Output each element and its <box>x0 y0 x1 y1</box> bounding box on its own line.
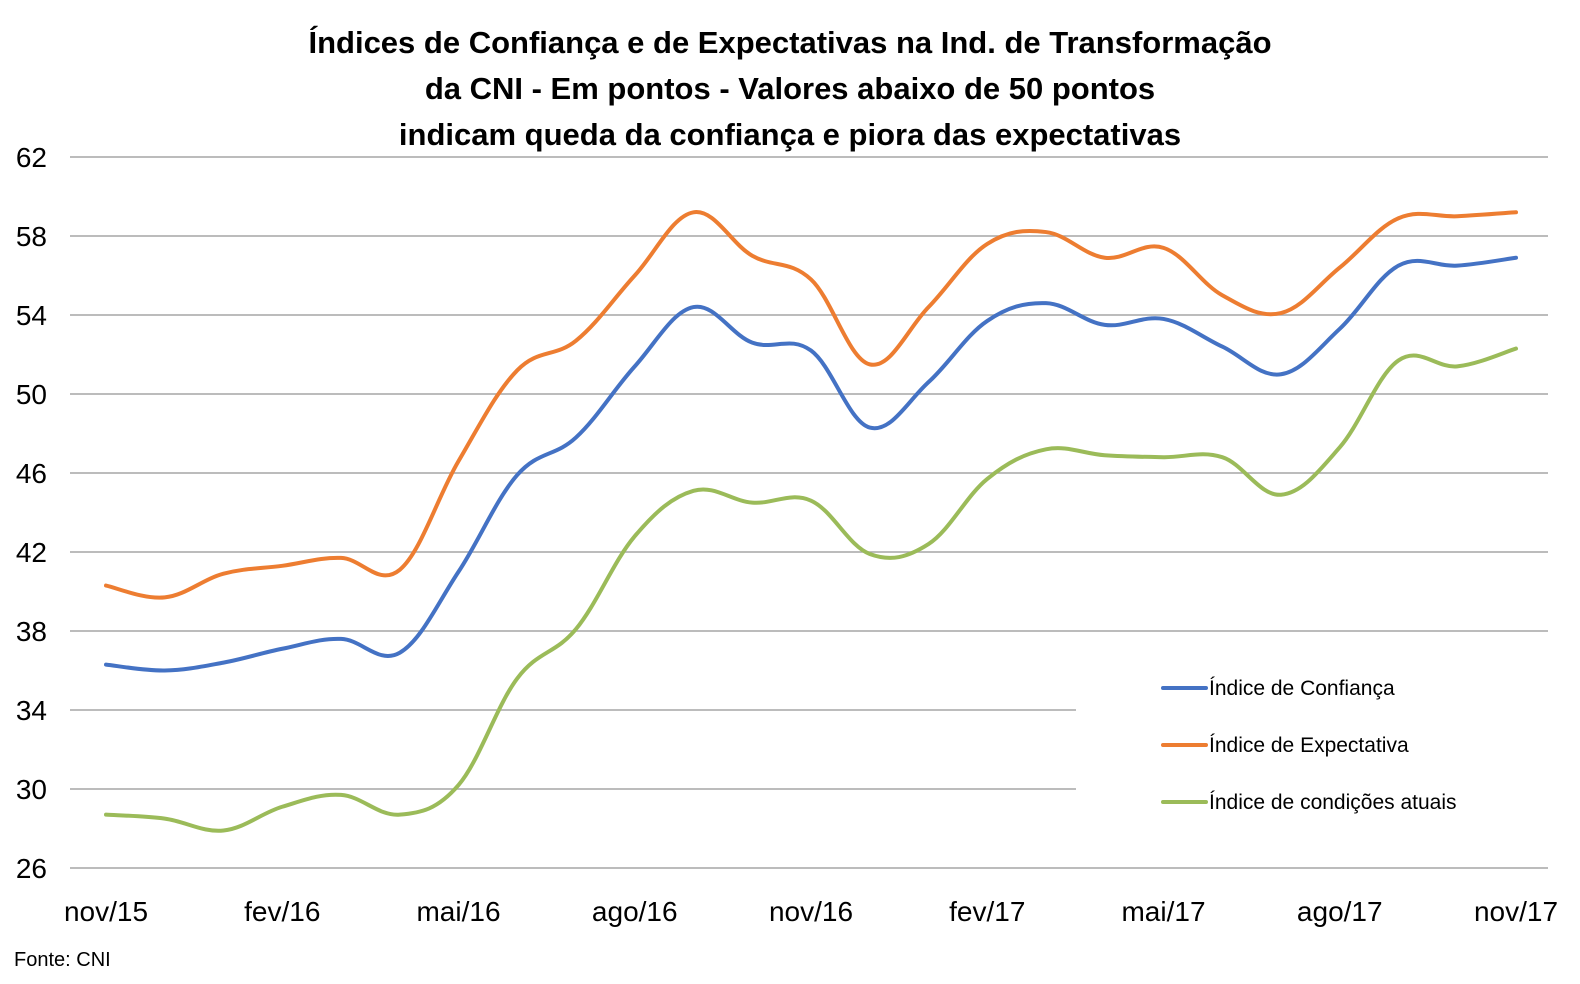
x-tick-label: nov/17 <box>1474 896 1558 927</box>
series-line-0 <box>104 255 1518 673</box>
chart-title-line-2: da CNI - Em pontos - Valores abaixo de 5… <box>424 71 1156 106</box>
x-tick-label: fev/16 <box>244 896 320 927</box>
series-line-1 <box>104 210 1518 600</box>
x-tick-label: ago/17 <box>1297 896 1383 927</box>
x-tick-label: fev/17 <box>949 896 1025 927</box>
x-tick-label: nov/15 <box>64 896 148 927</box>
grid-layer <box>70 156 1548 869</box>
y-tick-label: 46 <box>16 458 47 489</box>
y-tick-label: 54 <box>16 300 47 331</box>
y-tick-label: 58 <box>16 221 47 252</box>
y-tick-label: 30 <box>16 774 47 805</box>
chart-title: Índices de Confiança e de Expectativas n… <box>0 20 1580 158</box>
x-tick-label: nov/16 <box>769 896 853 927</box>
x-axis-labels: nov/15 fev/16 mai/16 ago/16 nov/16 fev/17 mai/… <box>64 896 1558 927</box>
x-tick-label: mai/17 <box>1121 896 1205 927</box>
y-tick-label: 26 <box>16 853 47 884</box>
y-tick-label: 38 <box>16 616 47 647</box>
series-layer <box>104 210 1518 833</box>
y-tick-label: 50 <box>16 379 47 410</box>
y-tick-label: 34 <box>16 695 47 726</box>
legend-label-0: Índice de Confiança <box>1209 677 1395 700</box>
y-axis-labels: 26 30 34 38 42 46 50 54 58 62 <box>16 142 47 884</box>
y-tick-label: 42 <box>16 537 47 568</box>
series-line-2 <box>104 346 1518 833</box>
source-note: Fonte: CNI <box>14 949 111 971</box>
x-tick-label: ago/16 <box>592 896 678 927</box>
chart-title-line-3: indicam queda da confiança e piora das e… <box>398 117 1182 152</box>
legend: Índice de Confiança Índice de Expectativa… <box>1161 677 1457 814</box>
x-tick-label: mai/16 <box>416 896 500 927</box>
y-tick-label: 62 <box>16 142 47 173</box>
legend-label-1: Índice de Expectativa <box>1209 734 1409 757</box>
legend-label-2: Índice de condições atuais <box>1209 791 1457 814</box>
chart-title-line-1: Índices de Confiança e de Expectativas n… <box>308 25 1272 60</box>
